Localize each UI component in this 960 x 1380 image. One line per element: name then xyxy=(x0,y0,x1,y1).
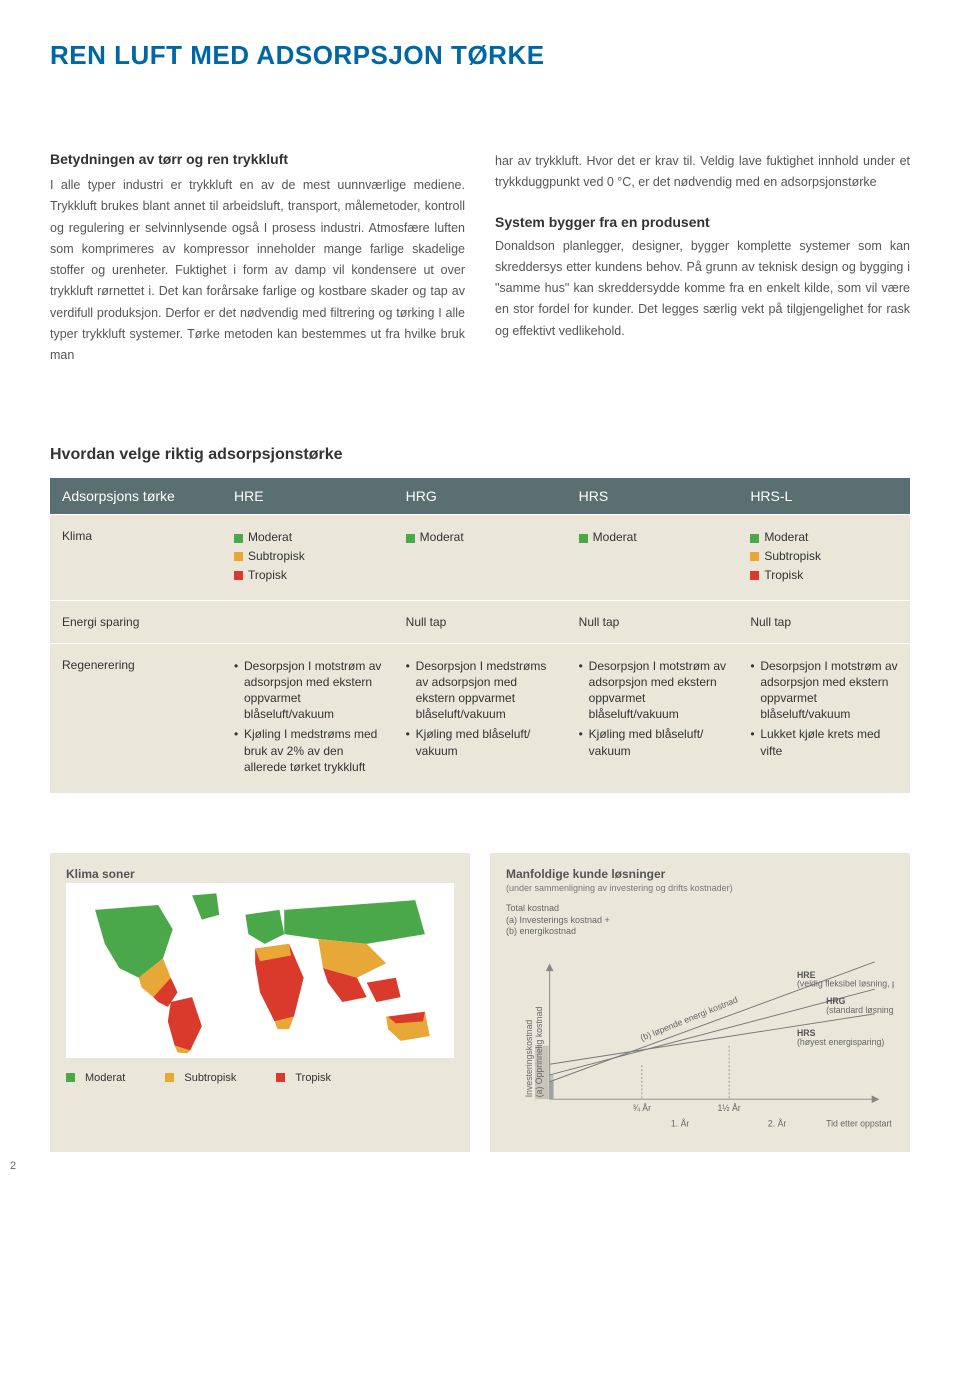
chart-subtitle: (under sammenligning av investering og d… xyxy=(506,883,894,893)
table-header: Adsorpsjons tørke xyxy=(50,478,222,515)
map-panel: Klima soner xyxy=(50,853,470,1152)
row-label: Klima xyxy=(50,515,222,600)
svg-text:2. År: 2. År xyxy=(768,1118,787,1128)
ylabel-sub1: (a) Investerings kostnad + xyxy=(506,915,894,927)
table-cell: ModeratSubtropiskTropisk xyxy=(738,515,910,600)
table-header: HRS xyxy=(567,478,739,515)
row-label: Regenerering xyxy=(50,643,222,793)
legend-item: Tropisk xyxy=(276,1072,331,1084)
right-heading2: System bygger fra en produsent xyxy=(495,214,910,230)
table-cell: Desorpsjon I motstrøm av adsorpsjon med … xyxy=(567,643,739,793)
svg-text:(standard løsning): (standard løsning) xyxy=(826,1005,894,1015)
table-cell: Null tap xyxy=(567,600,739,643)
cost-chart: (a) Opprinnelig kostnad Investeringskost… xyxy=(506,946,894,1136)
table-cell: Desorpsjon I motstrøm av adsorpsjon med … xyxy=(222,643,394,793)
table-cell xyxy=(222,600,394,643)
world-map xyxy=(66,883,454,1058)
svg-text:¾ År: ¾ År xyxy=(633,1103,652,1113)
page-title: REN LUFT MED ADSORPSJON TØRKE xyxy=(50,40,910,71)
svg-text:1. År: 1. År xyxy=(671,1118,690,1128)
right-body1: har av trykkluft. Hvor det er krav til. … xyxy=(495,151,910,194)
table-header: HRS-L xyxy=(738,478,910,515)
table-cell: ModeratSubtropiskTropisk xyxy=(222,515,394,600)
svg-text:1½ År: 1½ År xyxy=(717,1103,740,1113)
right-body2: Donaldson planlegger, designer, bygger k… xyxy=(495,236,910,342)
chart-panel: Manfoldige kunde løsninger (under sammen… xyxy=(490,853,910,1152)
intro-columns: Betydningen av tørr og ren trykkluft I a… xyxy=(50,151,910,366)
chart-title: Manfoldige kunde løsninger xyxy=(506,867,894,881)
ylabel-sub2: (b) energikostnad xyxy=(506,926,894,938)
table-title: Hvordan velge riktig adsorpsjonstørke xyxy=(50,446,910,464)
page-number: 2 xyxy=(10,1160,16,1172)
legend-item: Moderat xyxy=(66,1072,125,1084)
svg-text:(b) løpende energi kostnad: (b) løpende energi kostnad xyxy=(639,995,740,1043)
svg-text:(høyest energisparing): (høyest energisparing) xyxy=(797,1037,884,1047)
table-cell: Moderat xyxy=(567,515,739,600)
table-header: HRG xyxy=(394,478,567,515)
table-cell: Desorpsjon I medstrøms av adsorpsjon med… xyxy=(394,643,567,793)
row-label: Energi sparing xyxy=(50,600,222,643)
table-cell: Desorpsjon I motstrøm av adsorpsjon med … xyxy=(738,643,910,793)
comparison-table: Adsorpsjons tørkeHREHRGHRSHRS-L KlimaMod… xyxy=(50,478,910,793)
svg-text:(veldig fleksibel løsning, pas: (veldig fleksibel løsning, passer i alle… xyxy=(797,979,894,989)
table-cell: Null tap xyxy=(738,600,910,643)
svg-text:Tid etter oppstart: Tid etter oppstart xyxy=(826,1118,892,1128)
table-header: HRE xyxy=(222,478,394,515)
ylabel-top: Total kostnad xyxy=(506,903,894,915)
table-cell: Moderat xyxy=(394,515,567,600)
left-heading: Betydningen av tørr og ren trykkluft xyxy=(50,151,465,167)
map-panel-title: Klima soner xyxy=(66,867,454,881)
svg-text:(a) Opprinnelig kostnad: (a) Opprinnelig kostnad xyxy=(534,1006,544,1097)
map-legend: Moderat Subtropisk Tropisk xyxy=(66,1072,454,1084)
table-cell: Null tap xyxy=(394,600,567,643)
svg-text:Investeringskostnad: Investeringskostnad xyxy=(524,1020,534,1098)
left-body: I alle typer industri er trykkluft en av… xyxy=(50,175,465,366)
legend-item: Subtropisk xyxy=(165,1072,236,1084)
